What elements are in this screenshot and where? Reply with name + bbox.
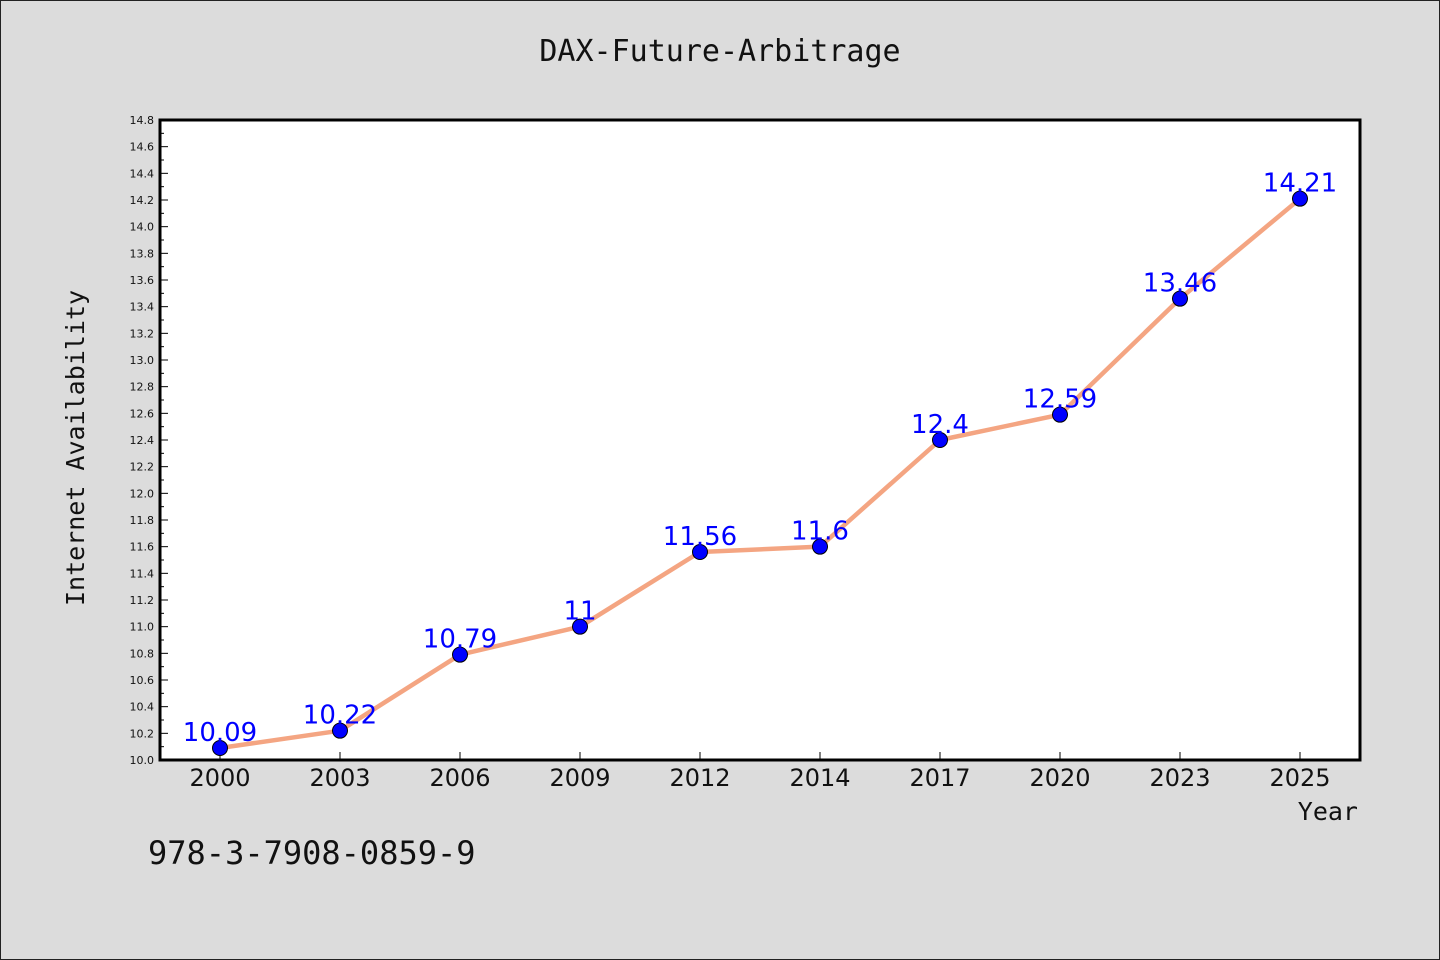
data-point [692,544,708,560]
data-label: 11.6 [791,517,849,547]
data-label: 13.46 [1143,269,1217,299]
y-tick-label: 14.8 [130,114,155,127]
y-tick-label: 12.6 [130,407,155,420]
y-tick-label: 10.2 [130,727,155,740]
data-label: 10.09 [183,718,257,748]
data-point [452,646,468,663]
data-label: 14.21 [1263,169,1337,199]
y-tick-label: 13.2 [130,327,155,340]
y-tick-label: 10.6 [130,674,155,687]
data-point [812,538,828,555]
series-markers [212,190,1308,756]
x-axis-label: Year [1298,797,1358,826]
series-line [219,196,1302,751]
y-tick-label: 12.2 [130,461,155,474]
y-tick-label: 11.6 [130,541,155,554]
y-tick-label: 11.2 [130,594,155,607]
y-axis-label: Internet Availability [61,290,90,606]
x-tick-label: 2025 [1269,764,1330,792]
y-tick-label: 10.0 [130,754,155,767]
data-label: 12.4 [911,410,969,440]
y-axis: 10.0 10.2 10.4 10.6 10.8 11.0 11.2 11.4 11.6 11.8… [130,114,168,767]
data-point [332,722,348,739]
x-tick-label: 2012 [669,764,730,792]
y-tick-label: 10.4 [130,701,155,714]
data-point [1172,290,1188,307]
plot-area [158,118,1362,762]
x-tick-label: 2014 [789,764,850,792]
y-tick-label: 14.6 [130,141,155,154]
data-point [1292,190,1308,207]
data-point [1052,406,1068,423]
x-axis: 2000 2003 2006 2009 2012 2014 2017 2020 2023 2025 [189,752,1331,792]
x-tick-label: 2017 [909,764,970,792]
x-tick-label: 2009 [549,764,610,792]
data-label: 12.59 [1023,385,1097,415]
y-tick-label: 13.8 [130,247,155,260]
y-tick-label: 12.4 [130,434,155,447]
x-tick-label: 2020 [1029,764,1090,792]
y-tick-label: 14.4 [130,167,155,180]
data-label: 11 [563,597,596,627]
footer-isbn: 978-3-7908-0859-9 [148,834,476,872]
x-tick-label: 2000 [189,764,250,792]
y-tick-label: 14.2 [130,194,155,207]
data-label: 10.22 [303,701,377,731]
y-tick-label: 14.0 [130,221,155,234]
data-point [212,740,228,756]
y-tick-label: 11.4 [130,567,155,580]
data-label: 11.56 [663,522,737,552]
data-point [932,432,948,448]
y-tick-label: 11.8 [130,514,155,527]
x-tick-label: 2006 [429,764,490,792]
x-tick-label: 2003 [309,764,370,792]
data-labels: 10.09 10.22 10.79 11 11.56 11.6 12.4 12.59 13.46… [183,169,1337,748]
y-tick-label: 13.0 [130,354,155,367]
y-tick-label: 13.4 [130,301,155,314]
y-tick-label: 13.6 [130,274,155,287]
y-tick-label: 11.0 [130,621,155,634]
x-tick-label: 2023 [1149,764,1210,792]
data-point [572,618,588,635]
data-label: 10.79 [423,625,497,655]
y-tick-label: 10.8 [130,647,155,660]
y-tick-label: 12.0 [130,487,155,500]
y-tick-label: 12.8 [130,381,155,394]
chart-title: DAX-Future-Arbitrage [539,34,901,69]
